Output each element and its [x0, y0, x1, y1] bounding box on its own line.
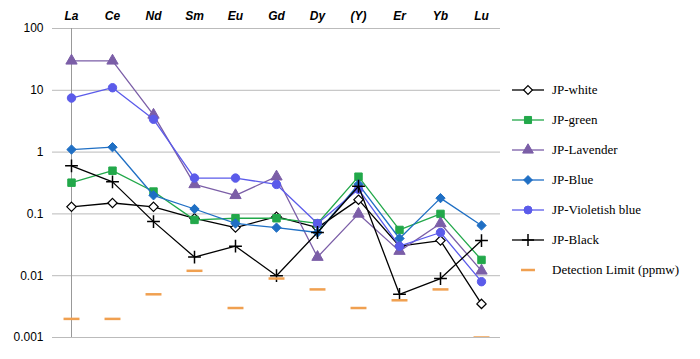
html-text:JP-Lavender: JP-Lavender	[552, 141, 618, 157]
svg-text:100: 100	[23, 21, 43, 35]
svg-text:0.01: 0.01	[20, 269, 44, 283]
svg-text:Ce: Ce	[105, 9, 121, 23]
svg-text:Er: Er	[393, 9, 407, 23]
html-text:JP-Black: JP-Black	[552, 231, 599, 247]
svg-text:Sm: Sm	[185, 9, 204, 23]
svg-text:10: 10	[30, 83, 44, 97]
svg-text:0.001: 0.001	[13, 330, 43, 344]
svg-text:Lu: Lu	[474, 9, 489, 23]
svg-text:1: 1	[37, 145, 44, 159]
svg-text:Yb: Yb	[433, 9, 448, 23]
html-text:JP-Violetish blue: JP-Violetish blue	[552, 201, 642, 217]
svg-text:La: La	[64, 9, 78, 23]
html-text:JP-green: JP-green	[552, 111, 598, 127]
html-text:JP-white: JP-white	[552, 81, 598, 97]
svg-text:Nd: Nd	[146, 9, 163, 23]
svg-text:(Y): (Y)	[351, 9, 367, 23]
svg-text:Eu: Eu	[228, 9, 244, 23]
html-text:JP-Blue: JP-Blue	[552, 171, 594, 187]
svg-text:0.1: 0.1	[27, 207, 44, 221]
html-text:Detection Limit (ppmw): Detection Limit (ppmw)	[552, 261, 680, 277]
svg-text:Gd: Gd	[268, 9, 285, 23]
svg-text:Dy: Dy	[310, 9, 327, 23]
